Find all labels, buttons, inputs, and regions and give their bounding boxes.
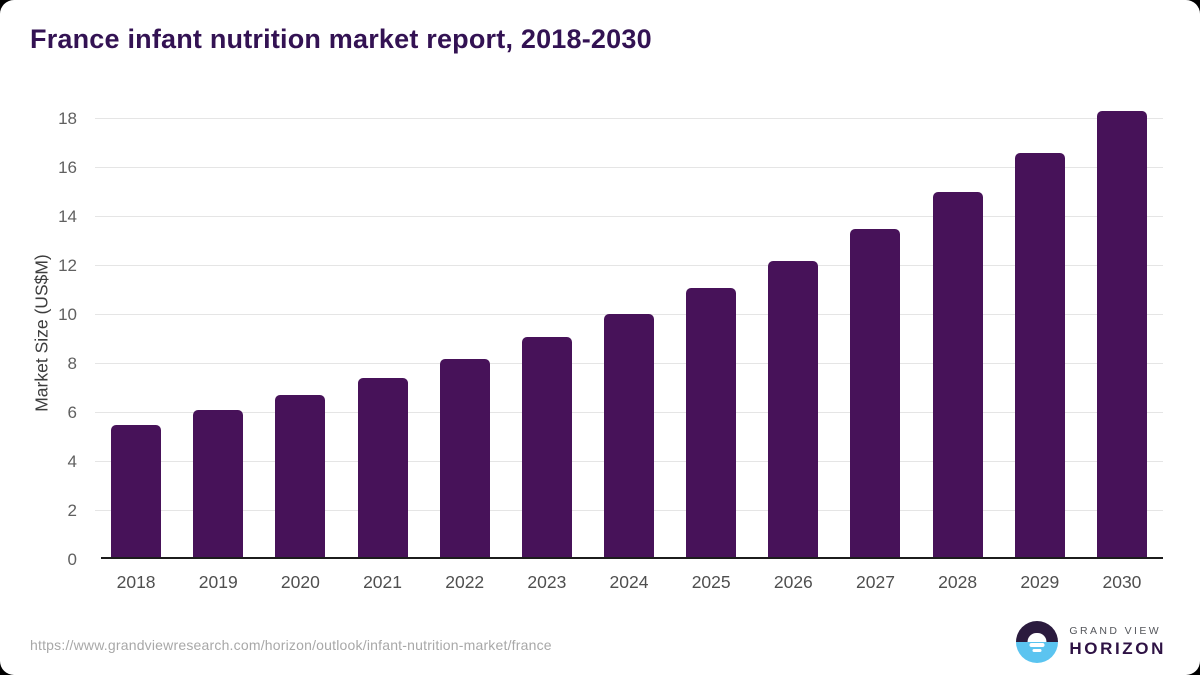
bar-column <box>752 108 834 557</box>
x-tick-label: 2023 <box>527 572 567 592</box>
gridline <box>95 313 1163 315</box>
bar-2028 <box>932 191 983 557</box>
y-tick-label: 8 <box>67 354 77 373</box>
gridline <box>95 117 1163 119</box>
gridline <box>95 166 1163 168</box>
logo-sea-half <box>1016 642 1059 663</box>
y-tick-label: 0 <box>67 550 77 569</box>
bar-column <box>834 108 916 557</box>
bars-layer <box>95 108 1163 557</box>
x-tick-label: 2029 <box>1020 572 1060 592</box>
bar-column <box>341 108 423 557</box>
gridline <box>95 264 1163 266</box>
bar-column <box>999 108 1081 557</box>
bar-column <box>424 108 506 557</box>
x-axis-labels: 2018 2019 2020 2021 2022 2023 2024 2025 2026 2027… <box>95 572 1163 593</box>
logo-sky-half <box>1016 621 1059 642</box>
x-tick-label: 2025 <box>691 572 731 592</box>
x-tick-label: 2027 <box>856 572 895 592</box>
source-url: https://www.grandviewresearch.com/horizo… <box>30 637 552 653</box>
bar-column <box>1081 108 1163 557</box>
bar-2025 <box>686 287 737 557</box>
x-axis-line <box>101 557 1163 559</box>
y-axis-title: Market Size (US$M) <box>31 254 52 412</box>
chart-title: France infant nutrition market report, 2… <box>30 24 652 54</box>
sun-reflection-bar <box>1032 648 1042 652</box>
y-tick-label: 10 <box>58 305 77 324</box>
bar-2018 <box>111 424 162 557</box>
bar-column <box>670 108 752 557</box>
x-tick-label: 2022 <box>445 572 485 592</box>
y-tick-label: 16 <box>58 158 77 177</box>
bar-2019 <box>193 410 244 557</box>
bar-2024 <box>604 314 655 557</box>
bar-column <box>588 108 670 557</box>
x-tick-label: 2020 <box>280 572 320 592</box>
x-tick-label: 2028 <box>938 572 978 592</box>
bar-column <box>506 108 588 557</box>
horizon-sunrise-icon <box>1016 621 1059 663</box>
bar-2030 <box>1096 111 1147 557</box>
bar-2026 <box>768 260 819 557</box>
logo-grand-view-label: GRAND VIEW <box>1069 624 1162 637</box>
sun-icon <box>1027 632 1047 642</box>
bar-column <box>177 108 259 557</box>
bar-2029 <box>1014 152 1065 557</box>
bar-column <box>917 108 999 557</box>
y-tick-label: 12 <box>58 256 77 275</box>
y-tick-label: 4 <box>67 452 77 471</box>
bar-column <box>259 108 341 557</box>
x-tick-label: 2030 <box>1102 572 1142 592</box>
gridline <box>95 215 1163 217</box>
x-tick-label: 2019 <box>198 572 238 592</box>
y-tick-label: 14 <box>58 207 77 226</box>
plot-area: 0 2 4 6 8 10 12 14 16 18 2018 2019 2020 2021 2022 2023… <box>58 108 1163 592</box>
bar-2023 <box>521 336 572 557</box>
x-tick-label: 2018 <box>116 572 156 592</box>
bar-2021 <box>357 378 408 557</box>
y-tick-label: 6 <box>67 403 77 422</box>
sun-reflection-bar <box>1029 643 1045 647</box>
logo-text: GRAND VIEW HORIZON <box>1069 625 1166 659</box>
y-tick-label: 2 <box>67 501 77 520</box>
bar-2027 <box>850 228 901 557</box>
bar-column <box>95 108 177 557</box>
x-tick-label: 2021 <box>363 572 403 592</box>
bar-2020 <box>275 395 326 557</box>
x-tick-label: 2024 <box>609 572 649 592</box>
y-tick-label: 18 <box>58 109 77 128</box>
logo-horizon-label: HORIZON <box>1069 638 1166 658</box>
grand-view-horizon-logo: GRAND VIEW HORIZON <box>1016 621 1166 663</box>
x-tick-label: 2026 <box>773 572 813 592</box>
bar-2022 <box>439 358 490 557</box>
